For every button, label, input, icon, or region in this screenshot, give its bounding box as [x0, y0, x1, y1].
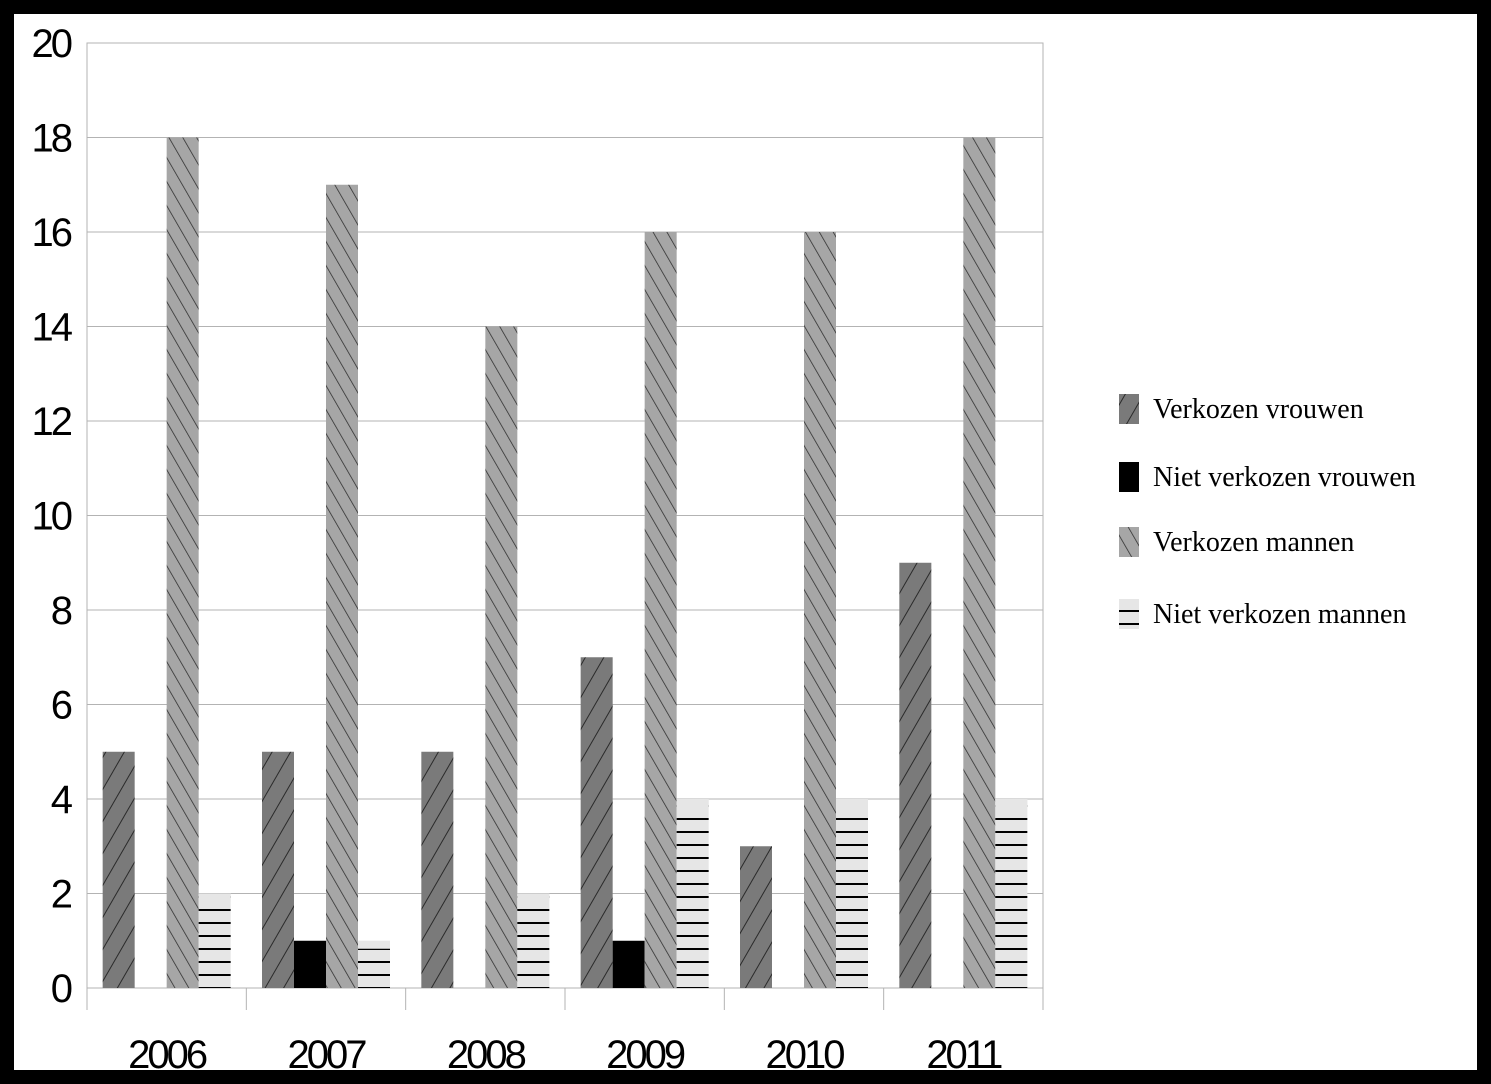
bars	[102, 137, 1028, 988]
y-tick-label: 0	[51, 967, 72, 1011]
bar-2010-2	[804, 232, 836, 988]
y-tick-label: 20	[32, 22, 72, 66]
bar-chart: 0 2 4 6 8 10 12 14 16 18 20 2006 2007 2008 2009 2010 201…	[32, 22, 1416, 1070]
bar-cap	[358, 940, 390, 949]
legend-swatch	[1119, 527, 1139, 557]
axes: 0 2 4 6 8 10 12 14 16 18 20 2006 2007 2008 2009 2010 201…	[32, 22, 1044, 1070]
y-tick-label: 12	[32, 400, 72, 444]
legend-swatch	[1119, 462, 1139, 492]
chart-frame: 0 2 4 6 8 10 12 14 16 18 20 2006 2007 2008 2009 2010 201…	[14, 14, 1477, 1070]
y-tick-label: 10	[32, 495, 72, 539]
bar-2011-2	[963, 137, 996, 988]
x-tick-label: 2006	[128, 1033, 207, 1070]
bar-cap	[836, 799, 868, 807]
x-tick-label: 2011	[926, 1033, 1002, 1070]
bar-cap	[676, 799, 709, 807]
bar-2006-0	[102, 751, 135, 988]
bar-2009-0	[580, 657, 613, 988]
y-tick-label: 4	[51, 778, 73, 822]
legend: Verkozen vrouwen Niet verkozen vrouwen Ver…	[1119, 394, 1416, 630]
x-tick-label: 2010	[766, 1033, 845, 1070]
bar-2010-0	[740, 846, 772, 988]
legend-label: Verkozen mannen	[1153, 527, 1354, 558]
bar-cap	[517, 893, 550, 902]
bar-2007-0	[262, 751, 294, 988]
legend-label: Niet verkozen mannen	[1153, 599, 1406, 630]
legend-label: Verkozen vrouwen	[1153, 394, 1364, 425]
bar-2008-2	[485, 326, 518, 988]
y-tick-label: 18	[32, 117, 72, 161]
bar-2010-3	[836, 799, 868, 988]
bar-2007-2	[326, 184, 358, 988]
y-tick-label: 16	[32, 211, 72, 255]
bar-cap	[995, 799, 1028, 807]
y-tick-label: 8	[51, 589, 72, 633]
legend-swatch	[1119, 599, 1139, 629]
bar-2006-3	[198, 893, 231, 988]
legend-label: Niet verkozen vrouwen	[1153, 462, 1416, 493]
x-tick-label: 2008	[447, 1033, 526, 1070]
x-tick-label: 2007	[288, 1033, 367, 1070]
bar-2011-0	[899, 562, 932, 988]
bar-2009-1	[612, 940, 645, 988]
bar-2009-2	[644, 232, 677, 988]
y-tick-label: 2	[51, 873, 72, 917]
bar-2008-3	[517, 893, 550, 988]
legend-swatch	[1119, 394, 1139, 424]
bar-2009-3	[676, 799, 709, 988]
bar-2011-3	[995, 799, 1028, 988]
x-tick-label: 2009	[606, 1033, 685, 1070]
bar-2006-2	[166, 137, 199, 988]
y-tick-label: 6	[51, 684, 72, 728]
grid	[86, 42, 1044, 989]
bar-2007-1	[294, 940, 326, 988]
bar-cap	[198, 893, 231, 902]
bar-2008-0	[421, 751, 454, 988]
y-tick-label: 14	[32, 306, 73, 350]
